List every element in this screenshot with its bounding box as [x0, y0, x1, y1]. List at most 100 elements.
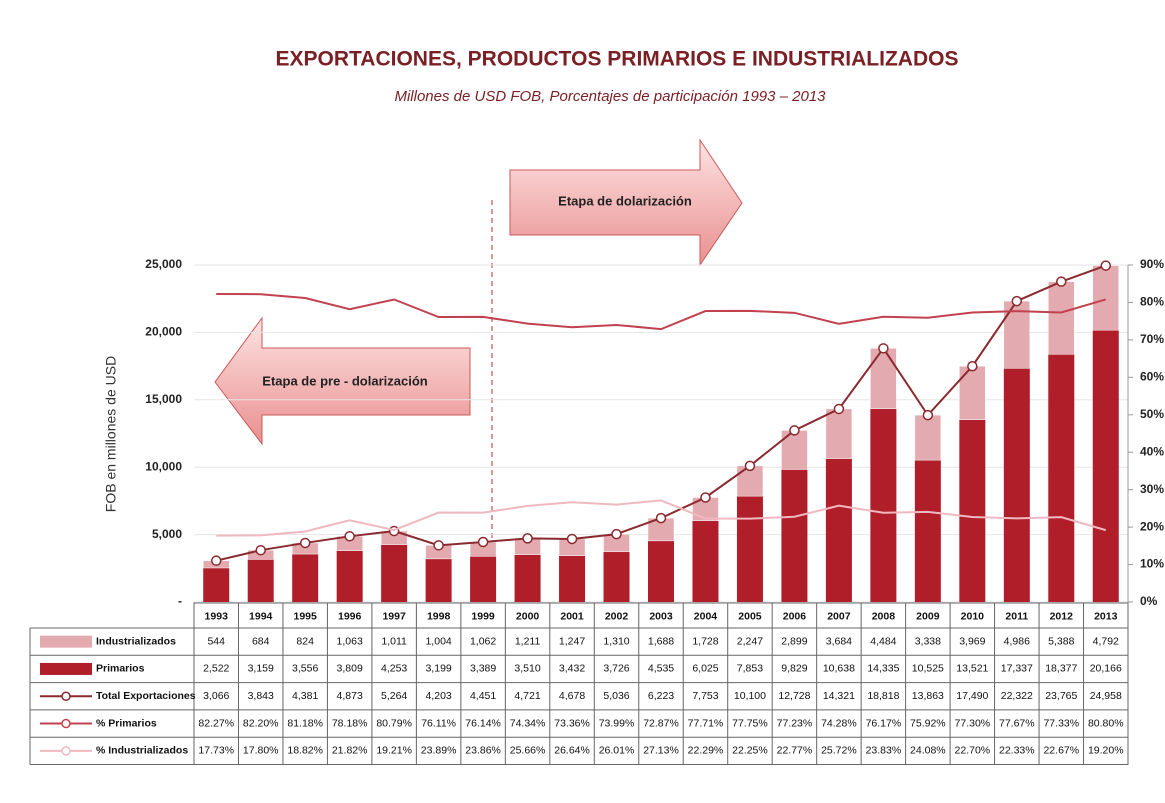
y2-tick-label: 60% — [1140, 370, 1164, 384]
table-cell: 23,765 — [1045, 690, 1077, 702]
table-cell: 4,721 — [514, 690, 540, 702]
table-cell: 3,338 — [915, 635, 941, 647]
legend-swatch — [40, 635, 92, 648]
table-cell: 77.23% — [777, 717, 813, 729]
y2-tick-label: 90% — [1140, 257, 1164, 271]
table-cell: 5,388 — [1048, 635, 1074, 647]
bar — [736, 496, 763, 602]
line — [216, 292, 1107, 331]
bar — [425, 558, 452, 602]
table-cell: 22.33% — [999, 745, 1035, 757]
bar — [603, 551, 630, 602]
annotation: Etapa de dolarización — [558, 193, 692, 208]
legend-swatch — [61, 746, 71, 756]
bar — [559, 555, 586, 602]
table-cell: 10,100 — [734, 690, 766, 702]
marker — [655, 512, 667, 524]
bar — [1003, 368, 1030, 602]
table-cell: 1,728 — [692, 635, 718, 647]
table-cell: 9,829 — [781, 663, 807, 675]
table-cell: 24.08% — [910, 745, 946, 757]
table-cell: 82.20% — [243, 717, 279, 729]
table-cell: 80.79% — [376, 717, 412, 729]
bar — [203, 568, 230, 602]
x-tick-label: 2006 — [783, 610, 807, 622]
x-tick-label: 1999 — [471, 610, 495, 622]
bar-stacked — [825, 408, 853, 459]
table-cell: 26.01% — [599, 745, 635, 757]
table-cell: 1,004 — [425, 635, 451, 647]
table-cell: 1,062 — [470, 635, 496, 647]
bar — [1048, 354, 1075, 602]
table-cell: 6,223 — [648, 690, 674, 702]
table-cell: 22.29% — [688, 745, 724, 757]
table-cell: 4,381 — [292, 690, 318, 702]
x-tick-label: 2001 — [560, 610, 584, 622]
table-cell: 74.34% — [510, 717, 546, 729]
y-tick-label: 10,000 — [145, 459, 182, 473]
marker — [299, 537, 311, 549]
y2-tick-label: 70% — [1140, 332, 1164, 346]
table-cell: 1,211 — [515, 635, 541, 647]
x-tick-label: 1993 — [205, 610, 229, 622]
table-cell: 1,063 — [337, 635, 363, 647]
table-cell: 10,638 — [823, 663, 855, 675]
table-cell: 75.92% — [910, 717, 946, 729]
bar-stacked — [1092, 265, 1120, 331]
table-cell: 824 — [296, 635, 314, 647]
table-cell: 3,510 — [514, 663, 540, 675]
table-cell: 77.67% — [999, 717, 1035, 729]
marker — [1011, 295, 1023, 307]
table-cell: 14,335 — [867, 663, 899, 675]
table-cell: 1,310 — [603, 635, 629, 647]
marker — [744, 460, 756, 472]
x-tick-label: 2011 — [1005, 610, 1028, 622]
marker — [967, 360, 978, 372]
bar — [648, 540, 674, 602]
table-cell: 17.80% — [243, 745, 279, 757]
table-cell: 4,986 — [1004, 635, 1030, 647]
table-cell: 1,247 — [559, 635, 585, 647]
table-cell: 3,159 — [248, 663, 274, 675]
table-cell: 22.70% — [955, 745, 991, 757]
bar — [381, 544, 408, 602]
table-cell: 7,853 — [737, 663, 763, 675]
x-tick-label: 2004 — [694, 610, 718, 622]
table-cell: 13,863 — [912, 690, 944, 702]
legend-label: Primarios — [96, 663, 145, 675]
table-cell: 23.89% — [421, 745, 457, 757]
table-cell: 22,322 — [1001, 690, 1033, 702]
bar — [1092, 330, 1119, 602]
table-cell: 3,432 — [559, 663, 585, 675]
table-cell: 76.17% — [866, 717, 902, 729]
y2-tick-label: 30% — [1140, 482, 1164, 496]
marker — [344, 531, 355, 542]
chart-subtitle: Millones de USD FOB, Porcentajes de part… — [394, 88, 826, 105]
table-cell: 2,247 — [737, 635, 763, 647]
bar — [870, 408, 897, 602]
y-tick-label: 5,000 — [152, 527, 182, 541]
marker — [611, 528, 622, 540]
legend-swatch — [61, 691, 71, 701]
marker — [566, 533, 578, 545]
table-cell: 73.99% — [599, 717, 635, 729]
bar-stacked — [870, 348, 897, 410]
x-tick-label: 1995 — [294, 610, 318, 622]
table-cell: 12,728 — [778, 690, 810, 702]
table-cell: 13,521 — [956, 663, 988, 675]
y2-tick-label: 0% — [1140, 594, 1158, 608]
x-tick-label: 1998 — [427, 610, 451, 622]
marker — [1056, 276, 1067, 287]
legend-label: % Industrializados — [96, 745, 188, 757]
table-cell: 1,688 — [648, 635, 674, 647]
table-cell: 17.73% — [198, 745, 234, 757]
table-cell: 27.13% — [643, 745, 679, 757]
table-cell: 1,011 — [381, 635, 407, 647]
x-tick-label: 2005 — [738, 610, 762, 622]
x-tick-label: 2008 — [872, 610, 896, 622]
bar — [825, 458, 852, 602]
table-cell: 4,484 — [870, 635, 896, 647]
y-tick-label: 25,000 — [145, 257, 182, 271]
bar — [914, 460, 941, 602]
table-cell: 5,036 — [603, 690, 629, 702]
